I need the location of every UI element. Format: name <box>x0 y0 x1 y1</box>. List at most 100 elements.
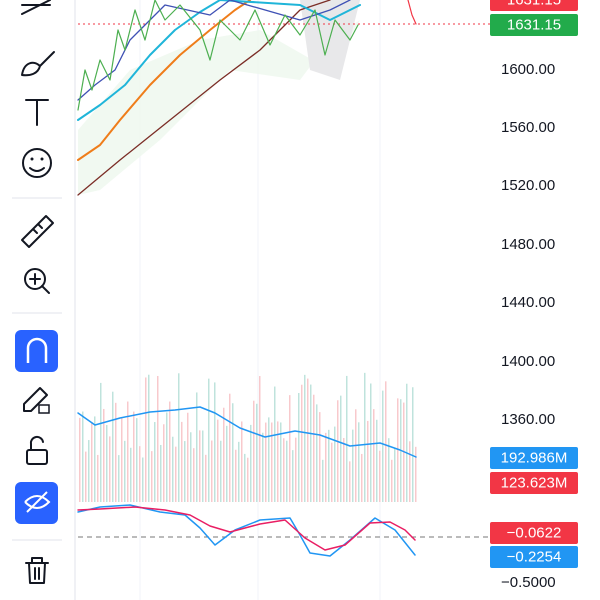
volume-bar <box>193 448 195 502</box>
volume-bar <box>358 422 360 502</box>
band <box>300 0 360 80</box>
volume-bar <box>82 411 84 502</box>
volume-bar <box>370 383 372 502</box>
volume-bar <box>238 441 240 502</box>
volume-bar <box>100 382 102 502</box>
volume-bar <box>103 408 105 502</box>
volume-bar <box>298 393 300 502</box>
icon-tool[interactable] <box>22 148 52 178</box>
volume-bar <box>391 459 393 502</box>
volume-bar <box>331 442 333 502</box>
volume-bar <box>85 451 87 502</box>
volume-bar <box>139 446 141 502</box>
volume-bar <box>190 432 192 502</box>
volume-bar <box>289 395 291 502</box>
volume-bar <box>109 436 111 502</box>
trend-tool[interactable] <box>21 0 51 15</box>
volume-bar <box>394 448 396 502</box>
volume-bar <box>382 390 384 502</box>
volume-bar <box>334 426 336 502</box>
volume-bar <box>250 424 252 502</box>
magnet-button[interactable] <box>15 330 58 372</box>
chart-area <box>77 0 490 600</box>
volume-bar <box>247 457 249 502</box>
volume-bar <box>184 441 186 502</box>
price-label: 1400.00 <box>501 353 555 370</box>
price-tag <box>490 522 578 544</box>
volume-bar <box>232 403 234 502</box>
volume-bar <box>124 440 126 502</box>
brush-tool[interactable] <box>21 51 55 77</box>
ma-line <box>77 0 351 101</box>
volume-bar <box>133 411 135 502</box>
price-tag-text: 1631.15 <box>507 16 561 33</box>
price-tag-text: −0.2254 <box>507 548 562 565</box>
volume-bar <box>223 407 225 502</box>
volume-bar <box>97 454 99 502</box>
volume-bar <box>154 422 156 502</box>
volume-bar <box>259 376 261 502</box>
price-tag <box>490 447 578 469</box>
volume-bar <box>415 446 417 502</box>
volume-bar <box>166 412 168 502</box>
volume-bar <box>388 438 390 502</box>
volume-bar <box>412 387 414 502</box>
volume-bar <box>361 453 363 502</box>
price-tag <box>490 472 578 494</box>
volume-bar <box>172 436 174 502</box>
volume-bar <box>199 430 201 502</box>
volume-bar <box>115 402 117 502</box>
volume-bar <box>211 440 213 502</box>
volume-bar <box>340 395 342 502</box>
toolbar <box>0 0 76 600</box>
volume-bar <box>271 422 273 502</box>
volume-bar <box>337 400 339 502</box>
price-label: 1520.00 <box>501 177 555 194</box>
time-label: 20:00 <box>503 597 541 600</box>
volume-bar <box>253 400 255 502</box>
signal-line <box>77 506 416 551</box>
volume-bar <box>112 391 114 502</box>
volume-bar <box>343 437 345 502</box>
volume-bar <box>367 420 369 502</box>
volume-bar <box>118 455 120 502</box>
price-label: 1600.00 <box>501 61 555 78</box>
volume-bar <box>106 425 108 502</box>
volume-bar <box>325 432 327 502</box>
volume-bar <box>145 377 147 502</box>
volume-bar <box>274 386 276 502</box>
volume-bar <box>235 449 237 502</box>
volume-bar <box>244 453 246 502</box>
volume-bar <box>295 437 297 502</box>
price-tag-text: −0.0622 <box>507 524 562 541</box>
volume-bar <box>91 422 93 502</box>
price-axis: 1600.00 1560.00 1520.00 1480.00 1440.00 1400.… <box>490 0 578 600</box>
volume-bar <box>214 382 216 502</box>
volume-bars <box>79 372 417 502</box>
volume-bar <box>301 384 303 502</box>
volume-bar <box>265 422 267 502</box>
unlock-button[interactable] <box>26 435 48 465</box>
text-tool[interactable] <box>25 99 49 126</box>
lock-drawings[interactable] <box>23 387 48 412</box>
volume-bar <box>268 417 270 502</box>
volume-bar <box>226 425 228 502</box>
volume-bar <box>376 419 378 502</box>
volume-bar <box>217 419 219 502</box>
zoom-tool[interactable] <box>24 268 50 294</box>
ruler-tool[interactable] <box>21 215 54 248</box>
volume-bar <box>169 401 171 502</box>
volume-bar <box>205 454 207 502</box>
volume-bar <box>148 374 150 502</box>
price-tag <box>490 546 578 568</box>
volume-bar <box>151 451 153 502</box>
volume-bar <box>349 461 351 502</box>
volume-bar <box>160 444 162 502</box>
volume-bar <box>202 430 204 502</box>
delete-button[interactable] <box>25 557 49 584</box>
volume-bar <box>142 457 144 502</box>
volume-bar <box>292 450 294 502</box>
volume-bar <box>310 384 312 502</box>
volume-bar <box>220 440 222 502</box>
volume-bar <box>241 421 243 502</box>
